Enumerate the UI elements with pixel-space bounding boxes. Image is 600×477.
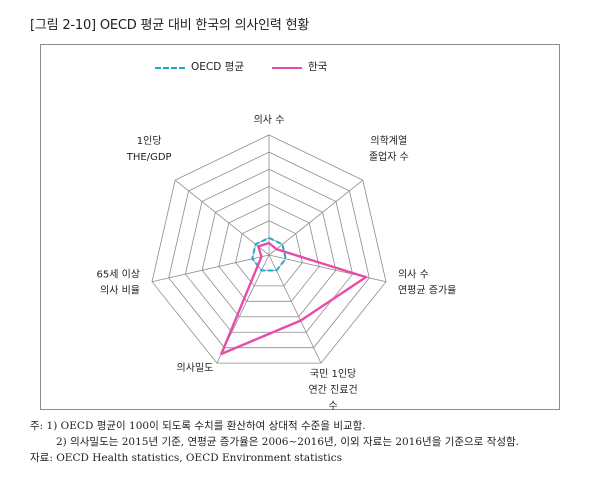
footnote-1: 주: 1) OECD 평균이 100이 되도록 수치를 환산하여 상대적 수준을… (30, 420, 366, 432)
axis-label-3-2: 수 (328, 400, 337, 411)
axis-label-0-0: 의사 수 (254, 114, 285, 126)
grid-ring (235, 220, 303, 287)
grid-spoke (268, 254, 322, 364)
axis-label-1-0: 의학계열 (370, 135, 407, 147)
grid-spoke (151, 254, 270, 283)
axis-label-2-1: 연평균 증가율 (398, 285, 456, 297)
series-line-oecd (251, 236, 287, 272)
grid-ring (218, 203, 320, 302)
grid-spoke (268, 179, 364, 256)
legend-korea-swatch (272, 67, 302, 69)
chart-legend: OECD 평균 한국 (155, 60, 375, 78)
axis-label-6-1: THE/GDP (126, 152, 172, 163)
footnote-2: 2) 의사밀도는 2015년 기준, 연평균 증가율은 2006~2016년, … (56, 436, 519, 448)
series-line-korea (220, 241, 368, 356)
legend-korea-label: 한국 (308, 61, 328, 73)
axis-label-5-1: 의사 비율 (100, 285, 140, 297)
axis-label-3-1: 연간 진료건 (308, 384, 357, 396)
radar-grid (151, 134, 387, 364)
grid-ring (185, 168, 353, 333)
footnotes: 주: 1) OECD 평균이 100이 되도록 수치를 환산하여 상대적 수준을… (30, 418, 519, 466)
axis-label-1-1: 졸업자 수 (369, 150, 409, 163)
figure-title: [그림 2-10] OECD 평균 대비 한국의 의사인력 현황 (30, 18, 310, 33)
radar-chart: 의사 수 의학계열 졸업자 수 의사 수 연평균 증가율 국민 1인당 연간 진료건 수 의사밀… (40, 44, 560, 411)
grid-ring (168, 151, 370, 349)
radar-series (220, 236, 368, 356)
axis-label-6-0: 1인당 (137, 135, 162, 147)
grid-ring (201, 185, 337, 318)
grid-spoke (268, 254, 387, 283)
legend-oecd-label: OECD 평균 (191, 61, 244, 73)
source-note: 자료: OECD Health statistics, OECD Environ… (30, 452, 342, 464)
grid-ring (151, 134, 387, 364)
axis-label-5-0: 65세 이상 (96, 269, 140, 281)
axis-label-3-0: 국민 1인당 (310, 368, 356, 380)
grid-spoke (174, 179, 270, 256)
axis-label-4-0: 의사밀도 (177, 362, 214, 374)
legend-oecd-swatch (155, 67, 185, 69)
axis-label-2-0: 의사 수 (398, 269, 429, 281)
